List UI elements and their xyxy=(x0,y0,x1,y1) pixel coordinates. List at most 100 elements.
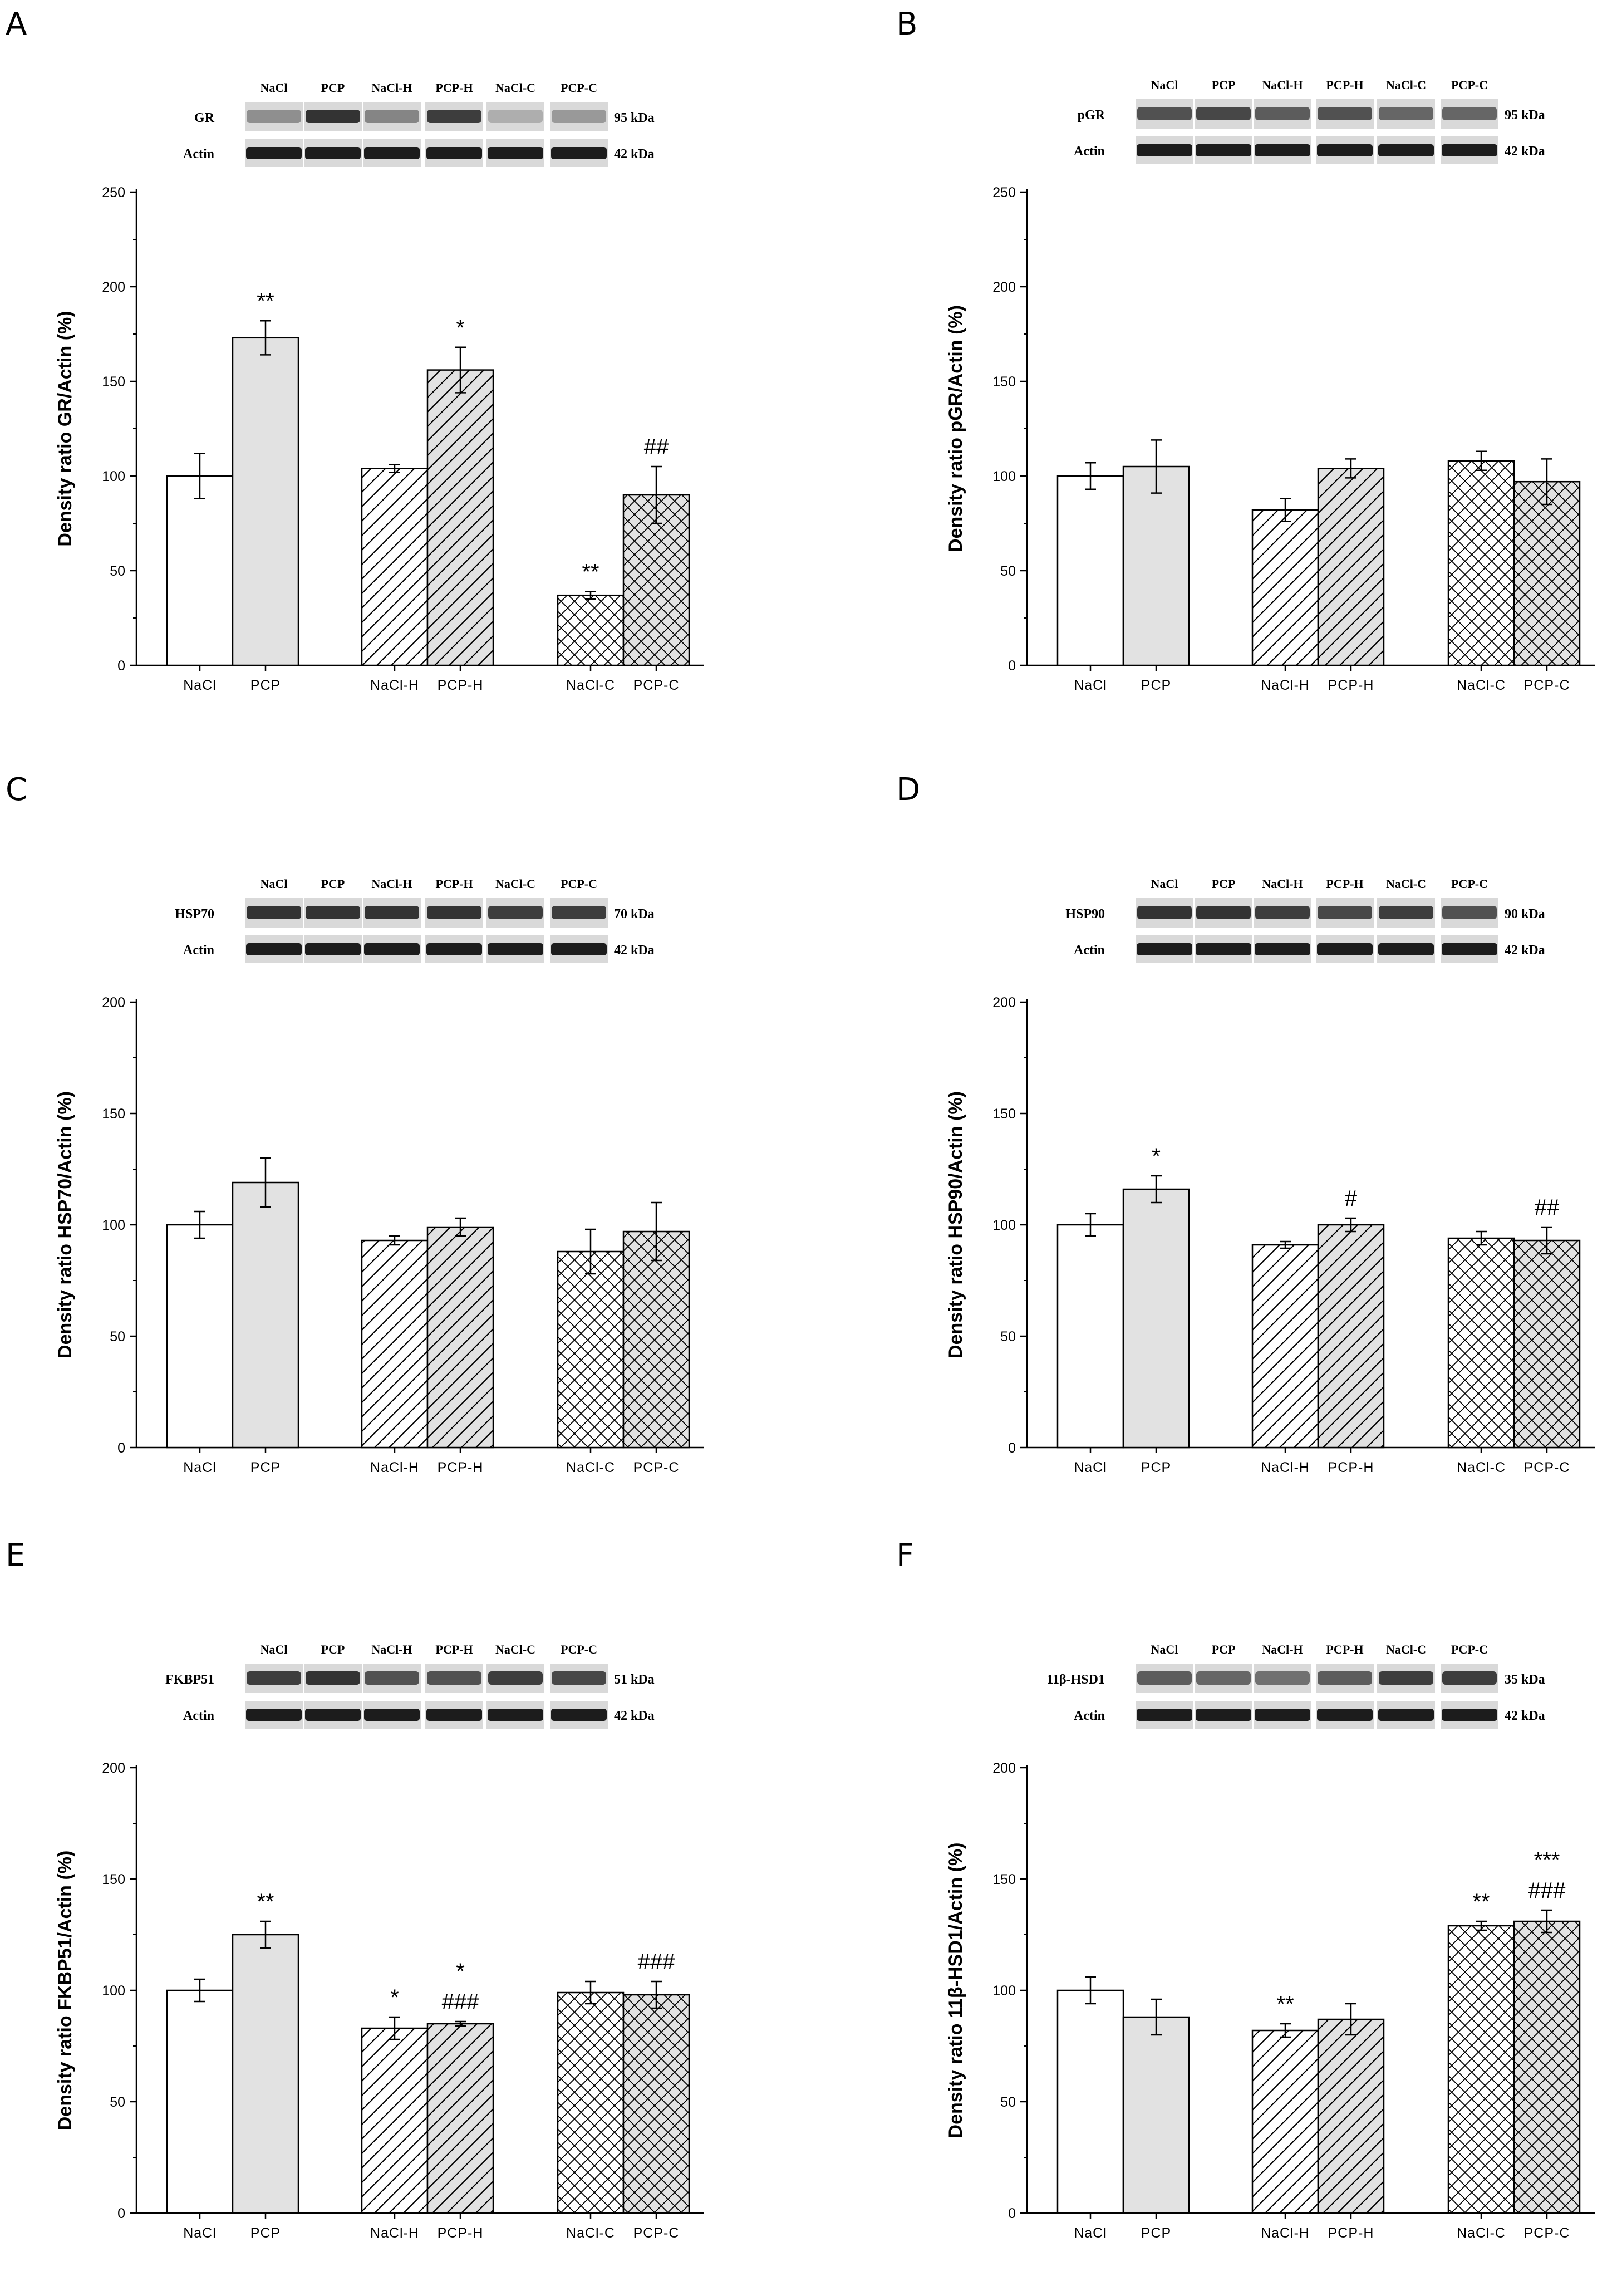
blot-lane-label: NaCl-C xyxy=(495,1642,535,1656)
actin-band xyxy=(551,147,607,159)
bar-pcp-c xyxy=(1513,480,1581,666)
blot-kda-label: 51 kDa xyxy=(614,1672,655,1687)
actin-band xyxy=(1255,1709,1310,1721)
bar-pcp-c xyxy=(1513,1920,1581,2214)
bar-nacl xyxy=(1056,1989,1124,2214)
bar-pcp-h xyxy=(426,2023,494,2214)
significance-marker: ### xyxy=(442,1990,479,2014)
bar-pcp xyxy=(232,1181,299,1449)
y-tick-label: 50 xyxy=(110,1329,125,1345)
blot-lane-label: PCP-H xyxy=(435,877,473,891)
significance-marker: * xyxy=(456,316,465,340)
bar-pcp-h xyxy=(1317,1224,1385,1449)
y-tick-label: 150 xyxy=(102,1106,125,1122)
y-axis-label: Density ratio pGR/Actin (%) xyxy=(945,305,966,552)
actin-band xyxy=(364,943,420,955)
western-blot: NaCl PCP NaCl-H PCP-H NaCl-C PCP-C HSP90 90 kDa… xyxy=(1065,877,1545,963)
actin-band xyxy=(246,147,302,159)
x-tick-label: PCP-H xyxy=(1328,678,1374,693)
y-axis-label: Density ratio GR/Actin (%) xyxy=(55,311,76,546)
actin-band xyxy=(488,943,543,955)
actin-band xyxy=(1442,943,1497,955)
blot-protein-label: pGR xyxy=(1078,108,1105,122)
actin-band xyxy=(1317,1709,1373,1721)
protein-band xyxy=(1442,107,1497,120)
blot-lane-label: NaCl-C xyxy=(1386,877,1426,891)
bar-pcp-c xyxy=(622,1994,690,2214)
protein-band xyxy=(1318,1671,1372,1685)
x-tick-label: NaCl-H xyxy=(370,1460,419,1475)
actin-band xyxy=(1378,943,1434,955)
blot-actin-label: Actin xyxy=(1074,943,1105,958)
x-tick-label: NaCl-C xyxy=(1457,678,1506,693)
y-tick-label: 100 xyxy=(102,1218,125,1233)
blot-lane-label: NaCl xyxy=(261,1642,288,1656)
protein-band xyxy=(1442,906,1497,919)
actin-band xyxy=(246,943,302,955)
y-tick-label: 100 xyxy=(992,1983,1016,1999)
protein-band xyxy=(247,906,301,919)
x-tick-label: PCP-C xyxy=(633,2225,680,2241)
x-tick-label: NaCl xyxy=(183,1460,217,1475)
blot-lane-label: NaCl-H xyxy=(1262,877,1303,891)
bar-nacl xyxy=(1056,475,1124,666)
y-tick-label: 100 xyxy=(992,469,1016,484)
protein-band xyxy=(552,1671,606,1685)
x-tick-label: NaCl-C xyxy=(566,678,615,693)
blot-lane-label: PCP-C xyxy=(1451,877,1488,891)
x-tick-label: PCP-C xyxy=(633,1460,680,1475)
significance-marker: ### xyxy=(638,1950,675,1974)
y-tick-label: 50 xyxy=(110,563,125,579)
y-tick-label: 0 xyxy=(1008,2206,1016,2221)
y-tick-label: 150 xyxy=(992,1872,1016,1887)
blot-lane-label: NaCl xyxy=(261,877,288,891)
y-tick-label: 0 xyxy=(1008,1440,1016,1456)
actin-band xyxy=(488,147,543,159)
actin-band xyxy=(1442,144,1497,156)
bar-nacl-c xyxy=(1447,460,1515,666)
blot-protein-label: FKBP51 xyxy=(165,1672,214,1687)
y-tick-label: 0 xyxy=(117,1440,125,1456)
protein-band xyxy=(488,110,543,123)
blot-lane-label: PCP xyxy=(321,877,345,891)
significance-marker: ### xyxy=(1528,1878,1566,1903)
actin-band xyxy=(305,1709,361,1721)
significance-marker: * xyxy=(1152,1144,1161,1169)
actin-band xyxy=(1137,1709,1192,1721)
protein-band xyxy=(427,906,481,919)
y-axis-label: Density ratio 11β-HSD1/Actin (%) xyxy=(945,1843,966,2138)
y-tick-label: 100 xyxy=(992,1218,1016,1233)
blot-lane-label: PCP-C xyxy=(1451,78,1488,92)
blot-actin-kda-label: 42 kDa xyxy=(614,147,655,161)
y-tick-label: 150 xyxy=(102,374,125,390)
blot-kda-label: 95 kDa xyxy=(614,111,655,125)
bar-nacl-h xyxy=(1251,509,1319,666)
y-tick-label: 200 xyxy=(102,279,125,295)
panel-letter: F xyxy=(896,1537,914,1573)
x-tick-label: NaCl xyxy=(183,678,217,693)
blot-actin-kda-label: 42 kDa xyxy=(1505,1709,1545,1723)
bar-nacl-c xyxy=(1447,1925,1515,2214)
bar-nacl-h xyxy=(1251,1244,1319,1449)
protein-band xyxy=(1196,906,1251,919)
y-tick-label: 150 xyxy=(102,1872,125,1887)
x-tick-label: PCP xyxy=(250,1460,281,1475)
significance-marker: *** xyxy=(1534,1848,1560,1872)
protein-band xyxy=(552,110,606,123)
actin-band xyxy=(426,147,482,159)
western-blot: NaCl PCP NaCl-H PCP-H NaCl-C PCP-C HSP70 70 kDa… xyxy=(175,877,655,963)
panel-letter: B xyxy=(896,6,917,42)
bar-nacl-h xyxy=(361,1239,429,1449)
actin-band xyxy=(488,1709,543,1721)
significance-marker: ** xyxy=(1276,1992,1294,2017)
y-axis-label: Density ratio HSP70/Actin (%) xyxy=(55,1091,76,1358)
bar-nacl-h xyxy=(361,468,429,666)
x-tick-label: PCP xyxy=(250,678,281,693)
y-tick-label: 250 xyxy=(992,185,1016,200)
y-tick-label: 100 xyxy=(102,469,125,484)
protein-band xyxy=(1255,1671,1310,1685)
actin-band xyxy=(1196,1709,1251,1721)
bar-nacl xyxy=(166,1989,234,2214)
blot-lane-label: PCP-H xyxy=(1326,877,1363,891)
panel-f: F NaCl PCP NaCl-H PCP-H NaCl-C PCP-C 11β-HSD1 35… xyxy=(896,1537,1595,2241)
